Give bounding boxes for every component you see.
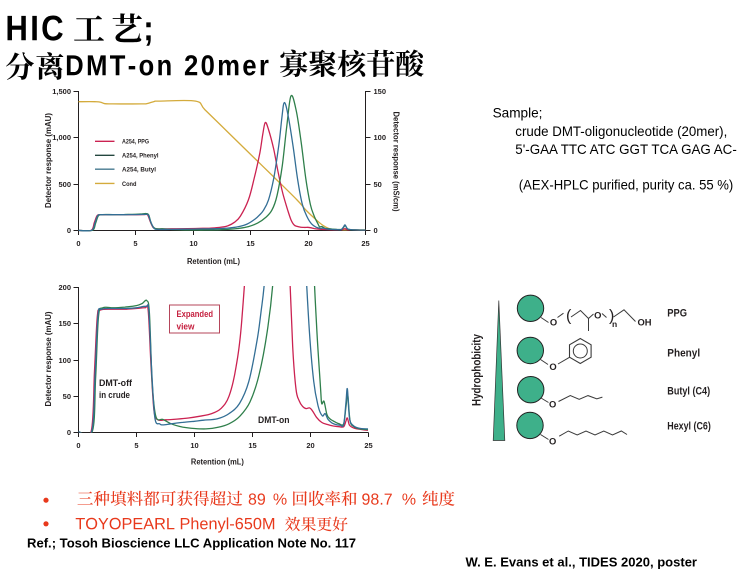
svg-text:OH: OH (638, 316, 652, 327)
svg-text:view: view (177, 322, 196, 332)
svg-text:5'-GAA TTC ATC GGT TCA GAG AC-: 5'-GAA TTC ATC GGT TCA GAG AC- (515, 142, 737, 157)
svg-text:50: 50 (63, 392, 71, 401)
svg-text:0: 0 (76, 239, 80, 248)
svg-text:DMT-off: DMT-off (99, 378, 133, 388)
svg-text:Hydrophobicity: Hydrophobicity (472, 333, 484, 406)
svg-text:Ref.; Tosoh Bioscience LLC App: Ref.; Tosoh Bioscience LLC Application N… (27, 536, 356, 550)
svg-text:Detector response (mAU): Detector response (mAU) (44, 113, 53, 208)
svg-text:1,000: 1,000 (52, 133, 71, 142)
svg-text:(: ( (566, 308, 572, 325)
svg-text:Phenyl: Phenyl (667, 348, 700, 360)
svg-text:100: 100 (374, 133, 387, 142)
svg-text:10: 10 (190, 441, 198, 450)
svg-text:15: 15 (246, 239, 254, 248)
svg-text:crude DMT-oligonucleotide (20m: crude DMT-oligonucleotide (20mer), (515, 124, 727, 139)
svg-text:PPG: PPG (667, 308, 687, 320)
svg-text:Retention (mL): Retention (mL) (191, 457, 244, 466)
svg-text:A254, Phenyl: A254, Phenyl (122, 153, 159, 160)
svg-text:O: O (549, 398, 556, 409)
svg-text:5: 5 (134, 441, 138, 450)
svg-text:0: 0 (67, 428, 71, 437)
svg-text:Hexyl (C6): Hexyl (C6) (667, 421, 711, 433)
svg-text:): ) (609, 308, 614, 325)
svg-text:O: O (594, 309, 601, 320)
svg-text:DMT-on: DMT-on (258, 415, 290, 425)
svg-text:A254, PPG: A254, PPG (122, 139, 149, 146)
svg-text:n: n (612, 319, 617, 329)
svg-text:5: 5 (133, 239, 137, 248)
svg-text:20: 20 (304, 239, 312, 248)
svg-text:Expanded: Expanded (177, 309, 214, 319)
svg-text:O: O (549, 435, 556, 446)
svg-text:Butyl (C4): Butyl (C4) (667, 386, 710, 398)
svg-text:1,500: 1,500 (52, 87, 71, 96)
svg-text:20: 20 (306, 441, 314, 450)
svg-text:Cond: Cond (122, 181, 137, 188)
svg-text:500: 500 (58, 180, 71, 189)
svg-text:(AEX-HPLC purified, purity ca.: (AEX-HPLC purified, purity ca. 55 %) (519, 178, 734, 193)
svg-text:15: 15 (248, 441, 256, 450)
svg-text:O: O (550, 316, 557, 327)
svg-text:50: 50 (374, 180, 382, 189)
svg-text:Detector response (mAU): Detector response (mAU) (44, 311, 53, 406)
svg-text:150: 150 (374, 87, 387, 96)
svg-text:200: 200 (58, 283, 71, 292)
svg-text:10: 10 (189, 239, 197, 248)
svg-text:O: O (549, 361, 556, 372)
svg-text:in crude: in crude (99, 390, 130, 400)
svg-text:0: 0 (67, 226, 71, 235)
svg-text:W. E. Evans et al., TIDES 2020: W. E. Evans et al., TIDES 2020, poster (466, 554, 698, 569)
svg-text:Retention (mL): Retention (mL) (187, 257, 240, 266)
svg-text:25: 25 (364, 441, 372, 450)
svg-text:A254, Butyl: A254, Butyl (122, 167, 156, 174)
svg-text:0: 0 (374, 226, 378, 235)
svg-text:Detector response (mS/cm): Detector response (mS/cm) (392, 112, 401, 212)
svg-text:0: 0 (76, 441, 80, 450)
svg-text:100: 100 (58, 356, 71, 365)
svg-text:25: 25 (361, 239, 369, 248)
svg-text:150: 150 (58, 319, 71, 328)
svg-text:Sample;: Sample; (493, 106, 543, 121)
